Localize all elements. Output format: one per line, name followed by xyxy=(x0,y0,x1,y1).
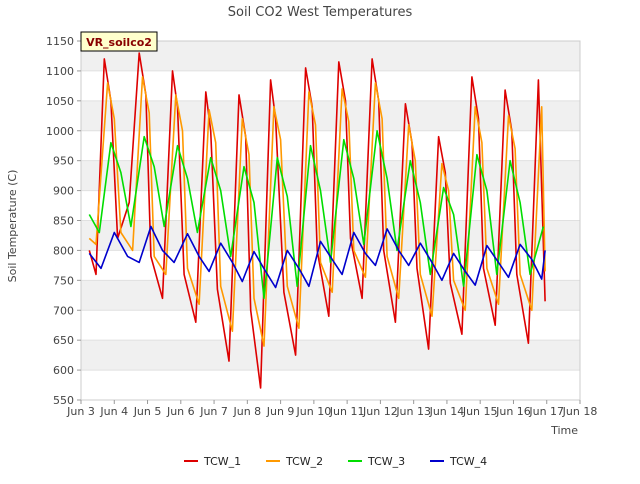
y-tick-label: 700 xyxy=(53,304,74,317)
x-tick-label: Jun 7 xyxy=(199,405,228,418)
plot-band xyxy=(81,41,580,71)
legend-label: TCW_4 xyxy=(449,455,487,468)
y-tick-label: 750 xyxy=(53,274,74,287)
site-annotation-text: VR_soilco2 xyxy=(86,36,152,49)
x-tick-label: Jun 4 xyxy=(99,405,128,418)
x-tick-label: Jun 11 xyxy=(329,405,365,418)
y-tick-label: 1150 xyxy=(46,35,74,48)
plot-band xyxy=(81,340,580,371)
plot-band xyxy=(81,100,580,131)
x-axis-label: Time xyxy=(550,424,578,437)
legend-label: TCW_3 xyxy=(367,455,405,468)
legend-label: TCW_2 xyxy=(285,455,323,468)
y-tick-label: 1100 xyxy=(46,65,74,78)
x-tick-label: Jun 16 xyxy=(495,405,531,418)
x-tick-label: Jun 15 xyxy=(462,405,498,418)
plot-band xyxy=(81,160,580,191)
series-line-tcw-3 xyxy=(88,130,545,300)
x-tick-label: Jun 3 xyxy=(66,405,95,418)
y-tick-label: 600 xyxy=(53,364,74,377)
x-tick-label: Jun 9 xyxy=(266,405,295,418)
x-tick-label: Jun 5 xyxy=(133,405,162,418)
y-tick-label: 1000 xyxy=(46,125,74,138)
y-axis-label: Soil Temperature (C) xyxy=(6,170,19,283)
x-tick-label: Jun 12 xyxy=(362,405,398,418)
chart-title: Soil CO2 West Temperatures xyxy=(228,5,413,20)
x-tick-label: Jun 6 xyxy=(166,405,195,418)
y-tick-label: 650 xyxy=(53,334,74,347)
y-tick-label: 1050 xyxy=(46,95,74,108)
y-tick-label: 550 xyxy=(53,394,74,407)
x-tick-label: Jun 8 xyxy=(232,405,261,418)
x-tick-label: Jun 13 xyxy=(395,405,431,418)
legend-label: TCW_1 xyxy=(203,455,241,468)
series-line-tcw-4 xyxy=(88,225,546,289)
x-tick-label: Jun 18 xyxy=(562,405,598,418)
y-tick-label: 850 xyxy=(53,215,74,228)
y-tick-label: 900 xyxy=(53,185,74,198)
series-line-tcw-2 xyxy=(88,76,546,347)
series-line-tcw-1 xyxy=(88,52,546,389)
x-tick-label: Jun 14 xyxy=(429,405,465,418)
y-tick-label: 800 xyxy=(53,244,74,257)
site-annotation: VR_soilco2 xyxy=(80,31,158,52)
y-tick-label: 950 xyxy=(53,155,74,168)
legend: TCW_1 TCW_2 TCW_3 TCW_4 xyxy=(184,455,487,468)
x-tick-label: Jun 10 xyxy=(296,405,332,418)
site-annotation-box xyxy=(80,31,158,52)
x-tick-label: Jun 17 xyxy=(528,405,564,418)
